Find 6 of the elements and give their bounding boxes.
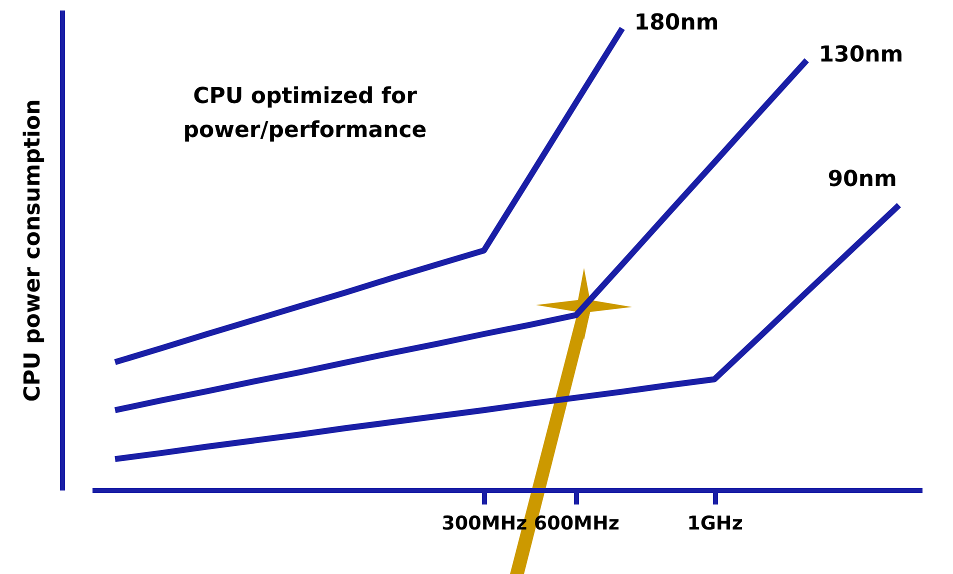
annotation: CPU optimized for power/performance (183, 84, 427, 143)
series-label: 130nm (818, 42, 904, 68)
x-tick-label: 1GHz (687, 512, 743, 534)
series-label: 180nm (634, 10, 719, 36)
y-axis-title: CPU power consumption (20, 99, 46, 402)
series-label: 90nm (828, 167, 897, 192)
